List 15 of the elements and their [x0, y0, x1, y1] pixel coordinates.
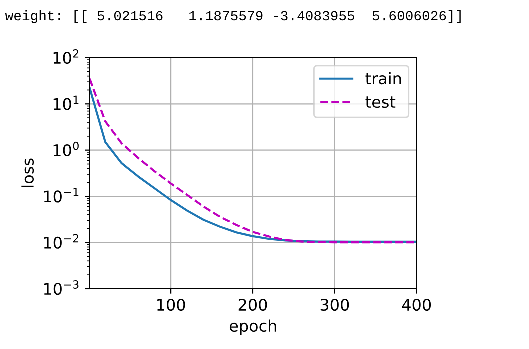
y-tick-label: 10$^{0}$	[54, 142, 79, 157]
y-axis-title: loss	[22, 158, 34, 188]
x-tick-label: 200	[238, 298, 268, 312]
y-tick-label: 10$^{1}$	[54, 96, 79, 110]
x-tick-label: 400	[402, 298, 432, 312]
y-tick-label: 10$^{−1}$	[44, 188, 79, 203]
x-axis-title: epoch	[230, 320, 276, 336]
x-tick-label: 300	[320, 298, 350, 312]
legend-label: train	[366, 72, 402, 85]
y-tick-label: 10$^{−3}$	[44, 280, 79, 296]
legend-label: test	[366, 96, 396, 108]
text: weight: [[ 5.021516 1.1875579 -3.4083955 5.6006026]]	[5, 10, 461, 24]
y-tick-label: 10$^{−2}$	[44, 234, 79, 249]
y-tick-label: 10$^{2}$	[54, 49, 79, 64]
x-tick-label: 100	[158, 298, 186, 312]
